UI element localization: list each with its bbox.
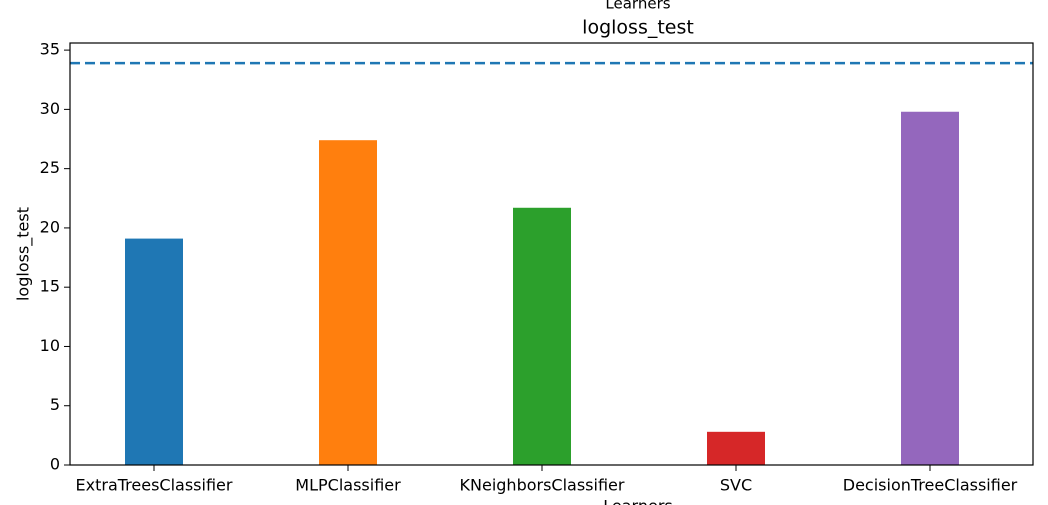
x-tick-label: KNeighborsClassifier bbox=[460, 476, 625, 495]
y-tick-label: 20 bbox=[40, 217, 60, 236]
y-tick-label: 0 bbox=[50, 455, 60, 474]
x-tick-label: SVC bbox=[720, 476, 752, 495]
x-tick-label: MLPClassifier bbox=[295, 476, 401, 495]
y-tick-label: 30 bbox=[40, 99, 60, 118]
plot-frame bbox=[69, 42, 1034, 466]
y-tick-label: 5 bbox=[50, 395, 60, 414]
y-axis-label: logloss_test bbox=[14, 207, 34, 301]
y-tick-label: 35 bbox=[40, 40, 60, 59]
bar bbox=[319, 140, 377, 465]
y-tick-label: 10 bbox=[40, 336, 60, 355]
x-tick-label: DecisionTreeClassifier bbox=[843, 476, 1018, 495]
bar bbox=[513, 207, 571, 466]
bar bbox=[707, 431, 765, 465]
x-tick-label: ExtraTreesClassifier bbox=[76, 476, 233, 495]
chart-suptitle: Learners bbox=[605, 0, 670, 13]
bar bbox=[125, 238, 183, 465]
y-tick-label: 25 bbox=[40, 158, 60, 177]
y-tick-label: 15 bbox=[40, 277, 60, 296]
bar bbox=[901, 111, 959, 465]
chart-title: logloss_test bbox=[582, 17, 694, 39]
x-axis-label: Learners bbox=[603, 497, 672, 505]
